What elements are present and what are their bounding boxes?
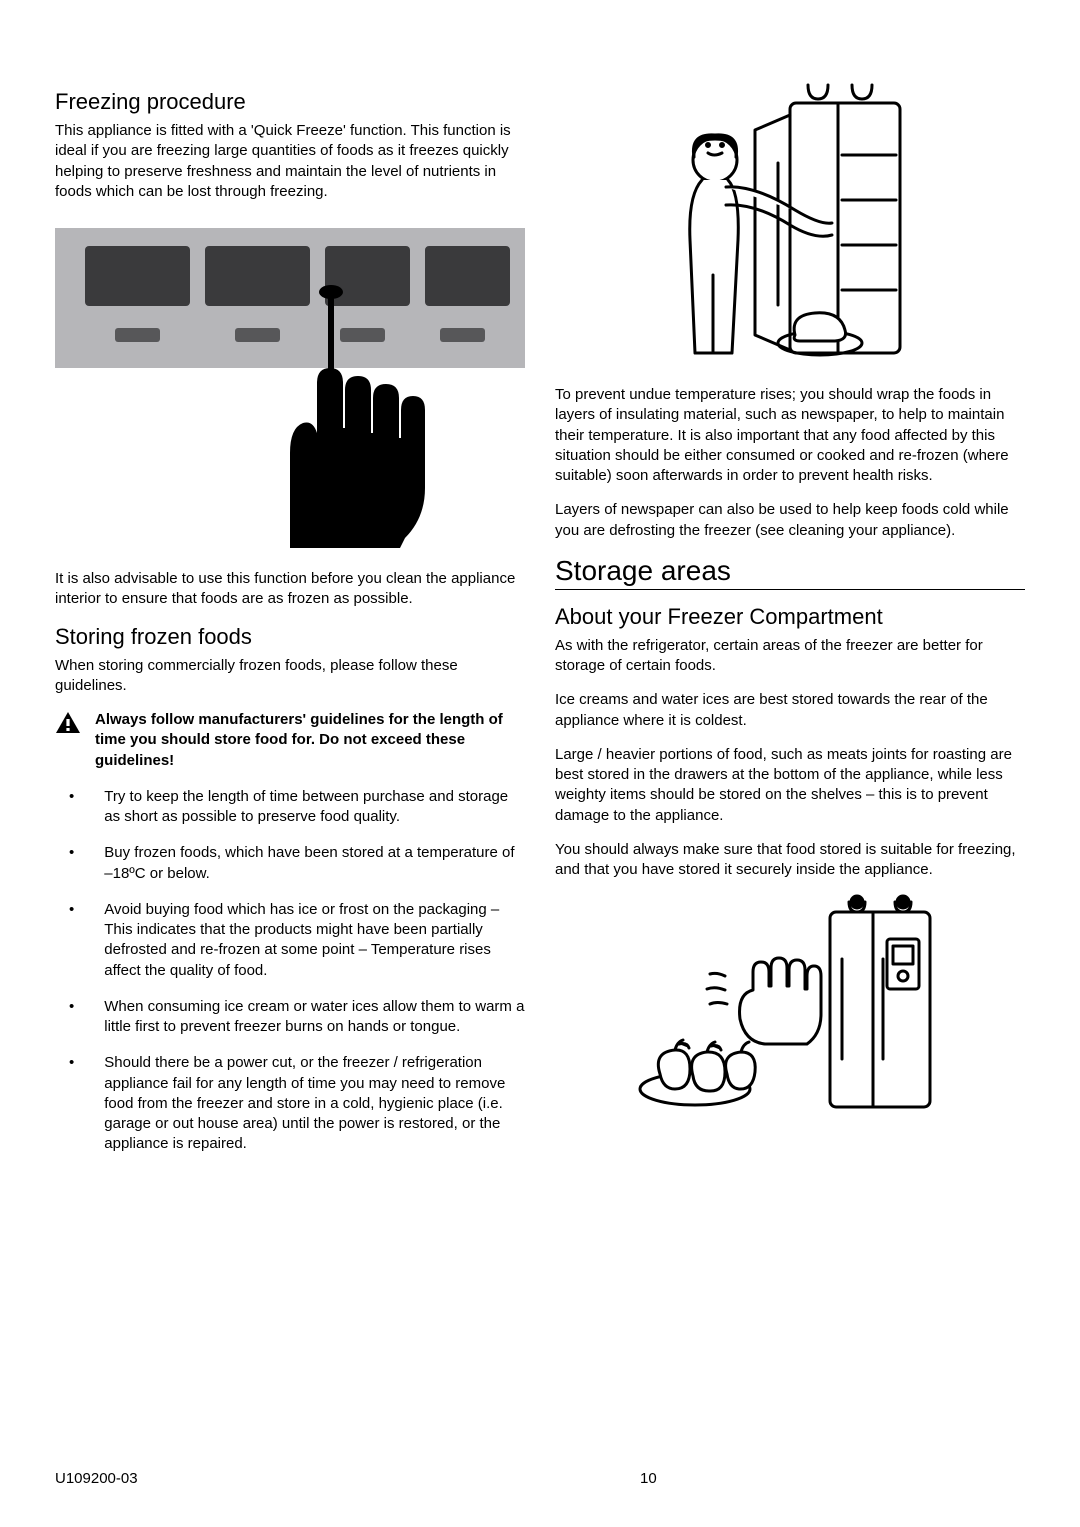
- illustration-control-panel: [55, 228, 525, 548]
- guidelines-list: • Try to keep the length of time between …: [55, 787, 525, 1155]
- para-storing-intro: When storing commercially frozen foods, …: [55, 656, 525, 697]
- list-item: • Should there be a power cut, or the fre…: [55, 1053, 525, 1154]
- list-item: • Avoid buying food which has ice or fros…: [55, 900, 525, 981]
- list-item: • Buy frozen foods, which have been store…: [55, 843, 525, 884]
- heading-about-freezer: About your Freezer Compartment: [555, 604, 1025, 630]
- warning-text: Always follow manufacturers' guidelines …: [95, 710, 525, 771]
- heading-freezing-procedure: Freezing procedure: [55, 89, 525, 115]
- list-item-text: Try to keep the length of time between p…: [104, 787, 525, 828]
- page-footer: U109200-03 10: [55, 1470, 1025, 1487]
- para-prevent-temp: To prevent undue temperature rises; you …: [555, 385, 1025, 486]
- list-item: • When consuming ice cream or water ices …: [55, 997, 525, 1038]
- page-number: 10: [640, 1470, 1025, 1487]
- heading-storing-frozen: Storing frozen foods: [55, 624, 525, 650]
- illustration-apples-fridge: [635, 894, 945, 1114]
- warning-icon: [55, 711, 81, 735]
- bullet-icon: •: [69, 787, 74, 828]
- para-always: You should always make sure that food st…: [555, 840, 1025, 881]
- heading-storage-areas: Storage areas: [555, 555, 1025, 590]
- left-column: Freezing procedure This appliance is fit…: [55, 75, 525, 1171]
- para-advisable: It is also advisable to use this functio…: [55, 569, 525, 610]
- para-large: Large / heavier portions of food, such a…: [555, 745, 1025, 826]
- doc-id: U109200-03: [55, 1470, 440, 1487]
- list-item-text: Buy frozen foods, which have been stored…: [104, 843, 525, 884]
- bullet-icon: •: [69, 997, 74, 1038]
- bullet-icon: •: [69, 1053, 74, 1154]
- illustration-person-fridge: [660, 75, 920, 365]
- bullet-icon: •: [69, 900, 74, 981]
- list-item-text: When consuming ice cream or water ices a…: [104, 997, 525, 1038]
- list-item-text: Avoid buying food which has ice or frost…: [104, 900, 525, 981]
- warning-block: Always follow manufacturers' guidelines …: [55, 710, 525, 771]
- para-aswith: As with the refrigerator, certain areas …: [555, 636, 1025, 677]
- list-item-text: Should there be a power cut, or the free…: [104, 1053, 525, 1154]
- right-column: To prevent undue temperature rises; you …: [555, 75, 1025, 1171]
- para-freezing-intro: This appliance is fitted with a 'Quick F…: [55, 121, 525, 202]
- para-icecream: Ice creams and water ices are best store…: [555, 690, 1025, 731]
- para-newspaper: Layers of newspaper can also be used to …: [555, 500, 1025, 541]
- bullet-icon: •: [69, 843, 74, 884]
- list-item: • Try to keep the length of time between …: [55, 787, 525, 828]
